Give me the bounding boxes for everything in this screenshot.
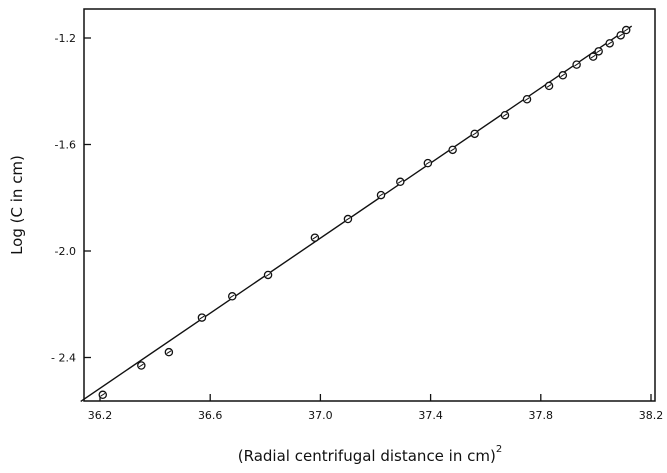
x-axis-title: (Radial centrifugal distance in cm)2 (238, 444, 502, 465)
fit-line (80, 25, 633, 403)
plot-frame (83, 8, 656, 402)
y-tick-label: -2.0 (55, 245, 76, 258)
data-point (263, 270, 273, 280)
data-points (98, 25, 631, 400)
data-point (343, 214, 353, 224)
fit-line-group (80, 25, 633, 403)
data-point (621, 25, 631, 35)
x-tick-label: 36.2 (88, 409, 113, 422)
data-point (448, 145, 457, 155)
data-point (227, 292, 237, 301)
x-tick-label: 36.6 (198, 409, 223, 422)
data-point (98, 390, 108, 400)
x-tick-label: 37.0 (308, 409, 333, 422)
x-tick-label: 38.2 (639, 409, 664, 422)
data-point (164, 347, 174, 357)
y-axis-title: Log (C in cm) (8, 155, 26, 255)
data-point (544, 81, 554, 91)
y-tick-label: - 2.4 (51, 352, 76, 365)
data-point (616, 31, 625, 40)
x-tick-label: 37.4 (418, 409, 443, 422)
data-point (396, 177, 405, 187)
data-point (500, 110, 510, 120)
y-tick-label: -1.2 (55, 32, 76, 45)
data-point (376, 190, 386, 200)
data-point (572, 60, 581, 69)
x-axis-ticks: 36.2 36.6 37.0 37.4 37.8 38.2 (88, 394, 664, 422)
x-tick-label: 37.8 (529, 409, 554, 422)
data-point (137, 361, 146, 370)
data-point (588, 52, 598, 61)
data-point (470, 129, 479, 139)
x-axis-title-superscript: 2 (496, 444, 502, 455)
data-point (605, 39, 614, 48)
data-point (558, 71, 568, 80)
x-axis-title-text: (Radial centrifugal distance in cm) (238, 447, 496, 465)
data-point (522, 94, 532, 104)
y-tick-label: -1.6 (55, 139, 76, 152)
y-axis-ticks: -1.2 -1.6 -2.0 - 2.4 (51, 32, 91, 365)
data-point (197, 313, 207, 322)
data-point (594, 47, 603, 56)
data-point (310, 233, 320, 242)
data-point (423, 158, 433, 168)
